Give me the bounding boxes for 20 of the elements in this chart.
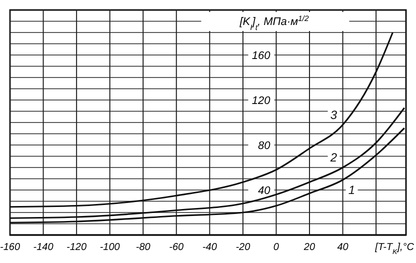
x-tick-label: 40 [337, 242, 349, 253]
x-tick-label: 0 [273, 242, 280, 253]
y-tick-label: 120 [252, 95, 272, 107]
x-tick-label: -20 [236, 242, 251, 253]
x-tick-label: -80 [136, 242, 151, 253]
series-label: 2 [329, 150, 338, 164]
x-axis-title: [T-T$_{K}$],°C [374, 242, 415, 256]
x-tick-label: -40 [202, 242, 218, 253]
x-tick-label: -140 [33, 242, 54, 253]
x-tick-label: 20 [302, 242, 316, 253]
series-label: 3 [330, 108, 338, 122]
x-tick-label: -120 [66, 242, 87, 253]
y-tick-label: 160 [252, 50, 272, 62]
series-label: 1 [348, 182, 356, 197]
x-tick-label: -160 [0, 242, 20, 253]
x-tick-label: -100 [100, 242, 120, 253]
y-tick-label: 80 [258, 140, 272, 152]
x-tick-label: -60 [169, 242, 184, 253]
y-axis-title: [K$_{I}$]$_{t}$, МПа·м$^{1/2}$ [238, 14, 310, 32]
y-tick-label: 40 [258, 185, 272, 197]
